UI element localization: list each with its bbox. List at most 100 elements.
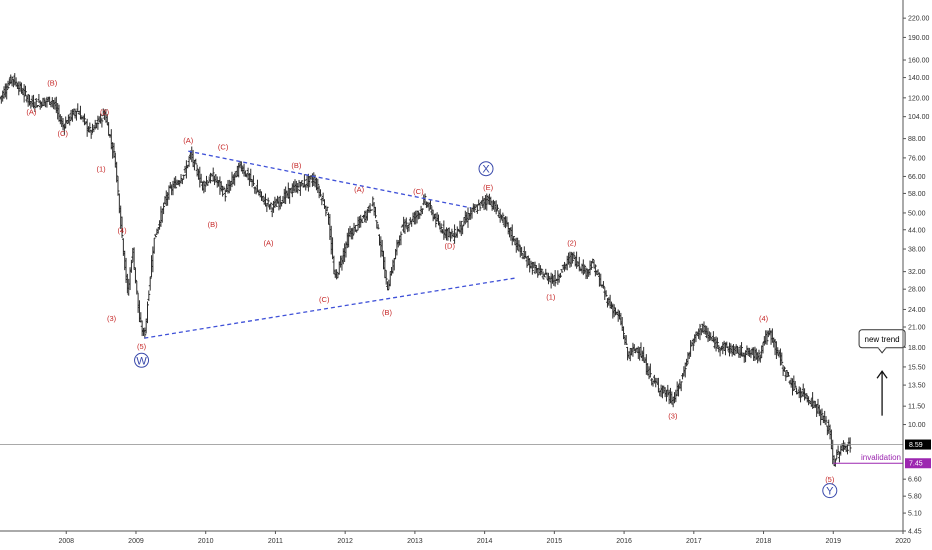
price-bar [679,381,683,392]
price-bar [512,236,515,242]
y-tick-label: 88.00 [908,136,926,143]
price-bar [604,290,608,297]
y-tick-label: 120.00 [908,95,930,102]
price-bar [6,80,10,89]
price-bar [370,209,373,211]
price-bar [222,186,226,191]
major-wave-y: Y [822,483,838,499]
price-bar [602,281,605,289]
major-wave-label: X [482,164,490,176]
y-tick-label: 24.00 [908,307,926,314]
price-bar [374,206,377,219]
price-bar [182,174,186,180]
price-bar [116,176,120,196]
price-bar [319,189,322,197]
x-tick-label: 2018 [756,538,772,545]
price-bar [429,200,432,210]
wave-label: (B) [47,78,58,87]
last-price-value: 8.59 [909,442,923,449]
price-bar [162,202,165,215]
price-bar [253,186,257,194]
price-bar [804,393,808,400]
trendlines [144,150,517,339]
y-tick-label: 15.50 [908,364,926,371]
price-bar [68,116,72,126]
y-tick-label: 220.00 [908,16,930,23]
price-bar [540,268,544,275]
y-tick-label: 32.00 [908,269,926,276]
y-tick-label: 76.00 [908,155,926,162]
price-bar [375,220,379,229]
price-bar [130,259,133,273]
wave-label: (C) [218,142,229,151]
x-tick-label: 2017 [686,538,702,545]
price-bar [780,352,784,366]
price-bar [148,276,152,291]
price-bar [785,370,789,377]
wave-label: (A) [263,238,274,247]
price-bar [152,237,156,254]
y-tick-label: 18.00 [908,345,926,352]
wave-label: (4) [759,314,769,323]
price-bar [302,174,306,188]
x-tick-label: 2008 [58,538,74,545]
x-tick-label: 2014 [477,538,493,545]
wave-label: (D) [445,242,456,251]
y-tick-label: 50.00 [908,210,926,217]
price-bar [716,337,719,348]
price-levels: 8.59 invalidation 7.45 [0,439,931,469]
wave-label: (5) [825,475,835,484]
x-tick-label: 2010 [198,538,214,545]
price-bar [147,290,151,302]
price-bar [450,228,454,239]
y-tick-label: 38.00 [908,247,926,254]
price-bar [269,202,273,210]
wave-label: (A) [183,136,194,145]
wave-label: (C) [413,187,424,196]
major-wave-label: W [136,355,147,367]
price-bar [376,224,380,230]
price-bar [473,204,477,213]
price-bar [787,372,790,377]
price-bar [5,83,9,100]
wave-label: (B) [208,220,219,229]
price-bar [553,270,557,287]
price-bar [399,231,403,246]
price-bar [221,185,224,197]
price-bar [446,228,450,241]
y-tick-label: 4.45 [908,529,922,536]
y-tick-label: 66.00 [908,174,926,181]
price-bar [525,256,529,268]
price-bar [683,362,687,378]
price-bar [112,142,116,158]
price-bar [624,335,628,345]
wave-label: (B) [291,161,302,170]
price-bar [736,345,739,354]
price-bar [33,101,37,112]
price-bar [143,327,147,339]
y-tick-label: 104.00 [908,114,930,121]
price-bar [691,338,695,351]
price-bar [24,85,27,97]
price-bar [252,175,255,187]
price-bar [66,114,70,124]
price-bar [846,444,849,455]
price-bar [792,375,796,392]
price-bar [848,437,852,453]
price-bar [298,182,302,196]
price-bar [757,349,761,362]
y-tick-label: 5.80 [908,494,922,501]
price-bar [324,205,328,217]
price-bar [10,76,14,87]
wave-label: (1) [546,292,556,301]
price-bar [135,280,139,295]
price-bar [416,210,420,220]
price-bar [453,224,456,244]
y-tick-label: 28.00 [908,287,926,294]
wave-label: (4) [117,226,127,235]
price-bar [494,200,498,215]
price-bar [783,366,786,372]
y-tick-label: 190.00 [908,35,930,42]
price-bar [807,396,810,406]
x-tick-label: 2011 [268,538,283,545]
